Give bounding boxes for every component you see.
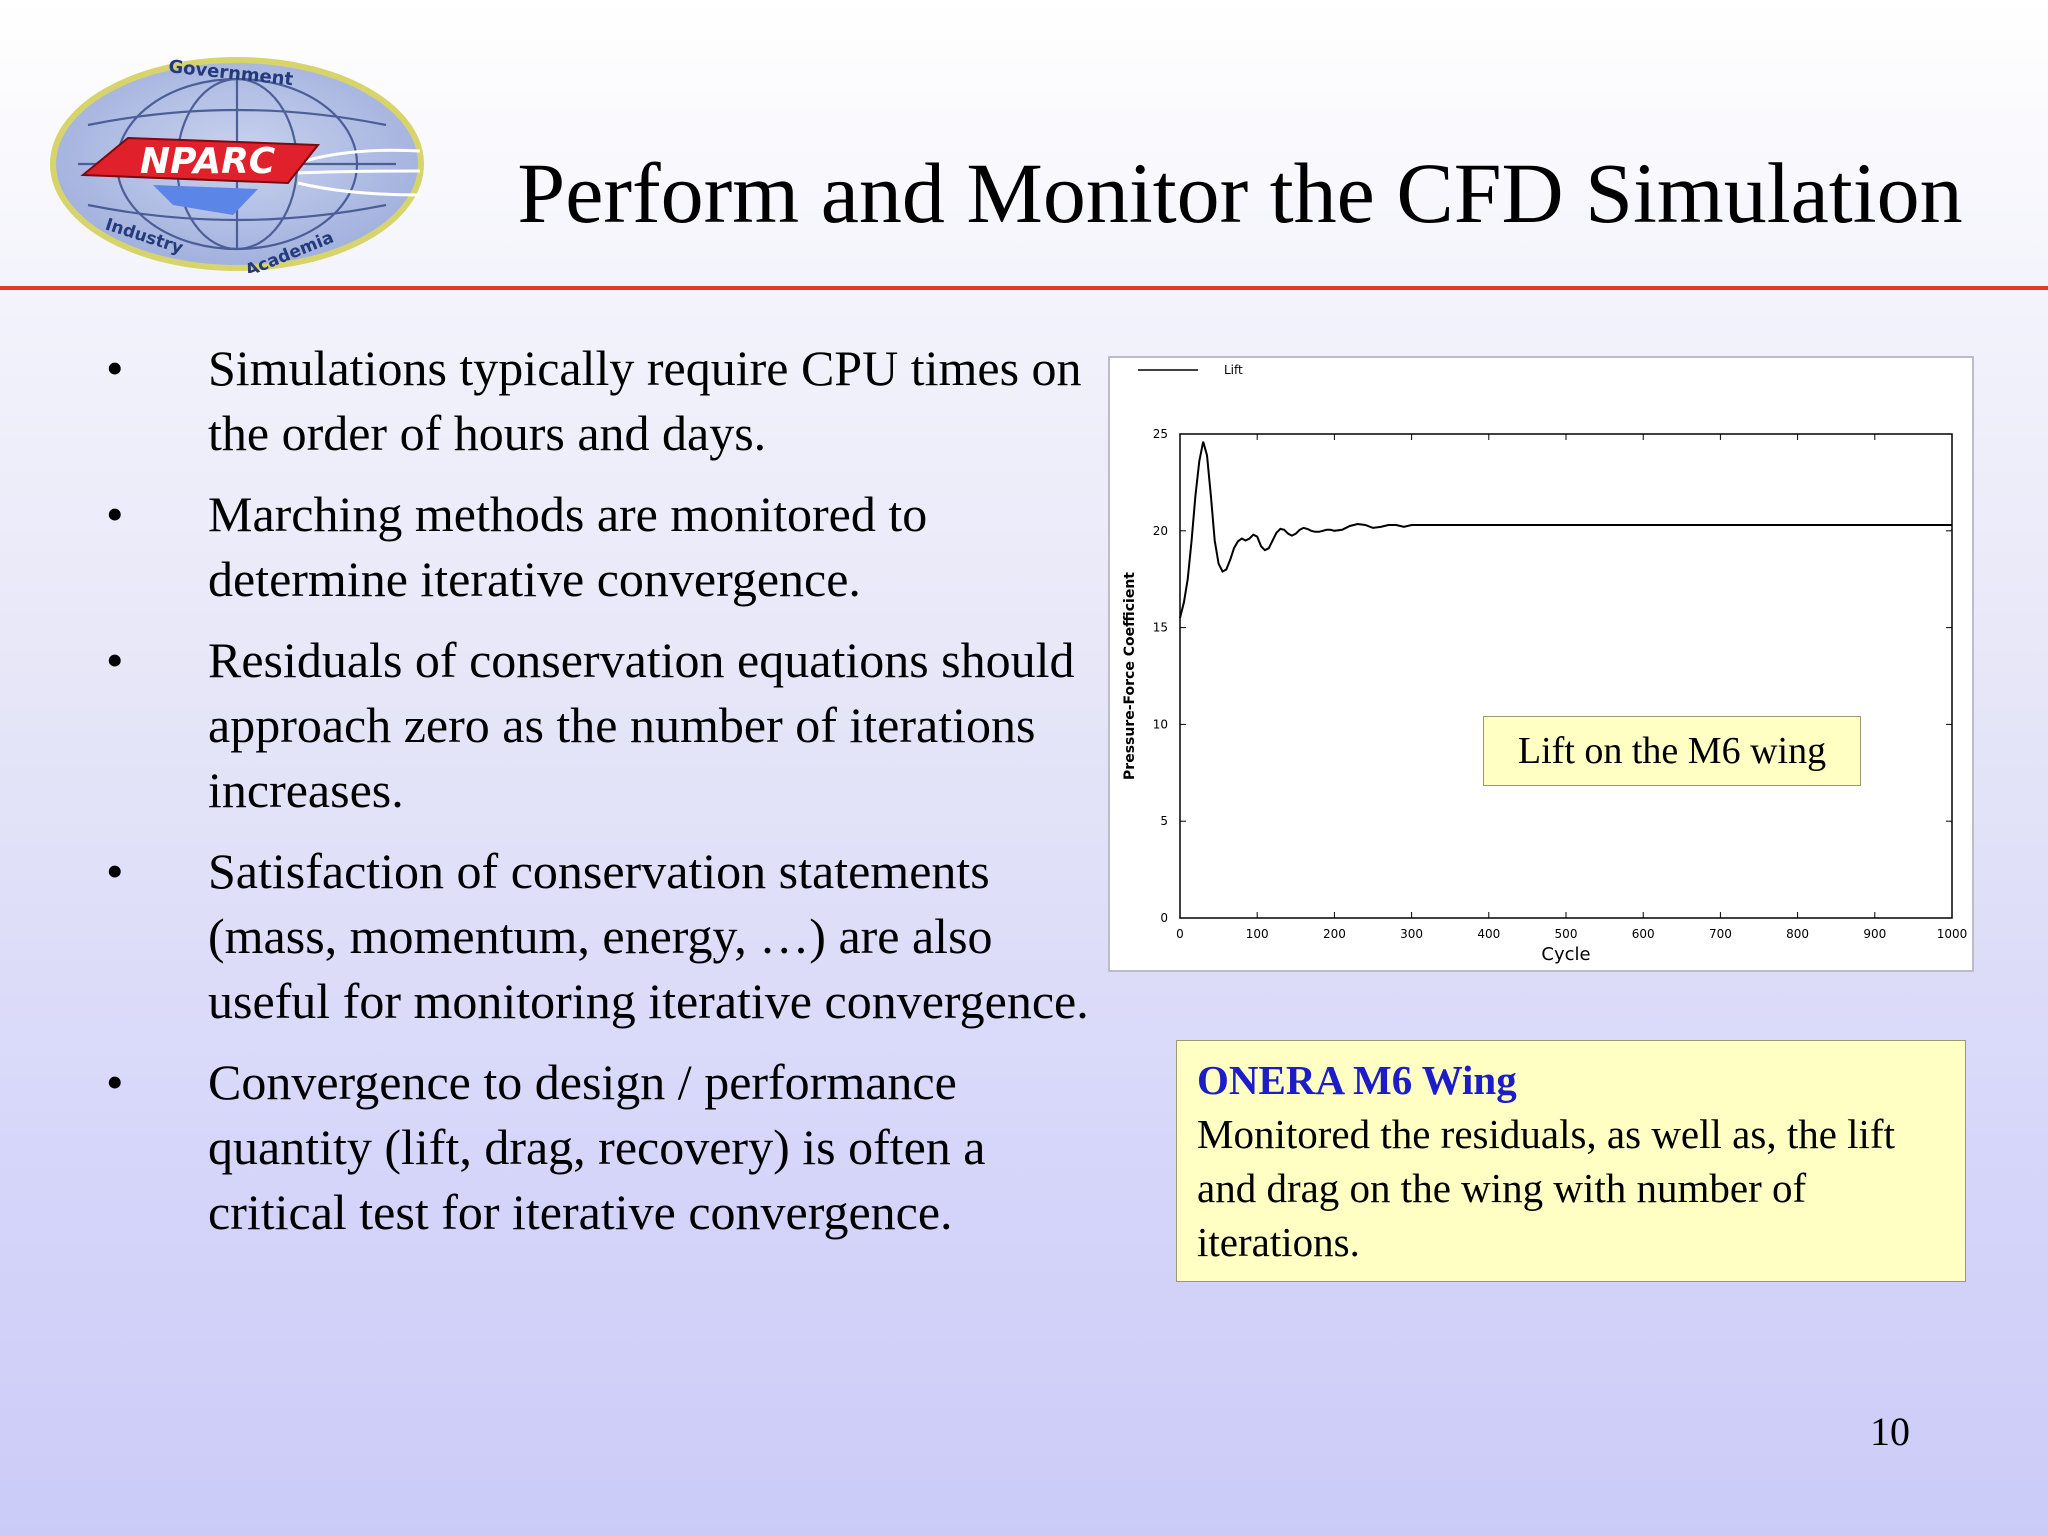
page-number: 10: [1870, 1409, 1910, 1454]
bullet-text: Marching methods are monitored to determ…: [208, 486, 928, 607]
bullet-text: Convergence to design / performance quan…: [208, 1054, 986, 1240]
legend-label: Lift: [1224, 363, 1243, 377]
bullet-marker: •: [106, 632, 124, 688]
title-divider: [0, 286, 2048, 290]
nparc-logo: NPARC Government Industry Academia: [48, 55, 426, 281]
bullet-item: • Marching methods are monitored to deter…: [100, 482, 1090, 612]
info-box-title: ONERA M6 Wing: [1197, 1057, 1517, 1103]
x-tick-label: 200: [1323, 927, 1346, 941]
x-tick-label: 300: [1400, 927, 1423, 941]
x-tick-label: 900: [1863, 927, 1886, 941]
bullet-marker: •: [106, 1054, 124, 1110]
bullet-text: Residuals of conservation equations shou…: [208, 632, 1075, 818]
bullet-item: • Simulations typically require CPU times…: [100, 336, 1090, 466]
x-tick-label: 800: [1786, 927, 1809, 941]
x-tick-label: 0: [1176, 927, 1184, 941]
chart-callout: Lift on the M6 wing: [1483, 716, 1861, 786]
bullet-item: • Satisfaction of conservation statements…: [100, 839, 1090, 1034]
bullet-item: • Residuals of conservation equations sho…: [100, 628, 1090, 823]
logo-text: NPARC: [140, 141, 276, 182]
y-tick-label: 10: [1153, 717, 1168, 731]
bullet-list: • Simulations typically require CPU times…: [100, 336, 1090, 1261]
x-tick-label: 700: [1709, 927, 1732, 941]
slide-title: Perform and Monitor the CFD Simulation: [517, 145, 1963, 241]
x-tick-label: 500: [1555, 927, 1578, 941]
y-axis-label: Pressure-Force Coefficient: [1122, 572, 1138, 780]
x-tick-label: 100: [1246, 927, 1269, 941]
y-tick-label: 0: [1160, 911, 1168, 925]
bullet-text: Simulations typically require CPU times …: [208, 340, 1082, 461]
chart-canvas: 0 100 200 300 400 500 600 700 800 900 1000 0 5 10 15 20…: [1122, 363, 1968, 965]
info-box: ONERA M6 Wing Monitored the residuals, a…: [1176, 1040, 1966, 1282]
y-tick-label: 15: [1153, 621, 1168, 635]
x-axis-label: Cycle: [1541, 944, 1590, 965]
y-tick-label: 5: [1160, 814, 1168, 828]
bullet-text: Satisfaction of conservation statements …: [208, 843, 1089, 1029]
bullet-marker: •: [106, 340, 124, 396]
y-tick-label: 25: [1153, 427, 1168, 441]
bullet-marker: •: [106, 486, 124, 542]
series-line: [1179, 441, 1952, 619]
x-tick-label: 1000: [1937, 927, 1968, 941]
bullet-item: • Convergence to design / performance qua…: [100, 1050, 1090, 1245]
x-tick-label: 400: [1477, 927, 1500, 941]
plot-area: [1179, 433, 1953, 919]
y-tick-label: 20: [1153, 524, 1168, 538]
lift-chart: 0 100 200 300 400 500 600 700 800 900 1000 0 5 10 15 20…: [1108, 356, 1974, 972]
bullet-marker: •: [106, 843, 124, 899]
x-tick-label: 600: [1632, 927, 1655, 941]
info-box-body: Monitored the residuals, as well as, the…: [1197, 1111, 1895, 1265]
